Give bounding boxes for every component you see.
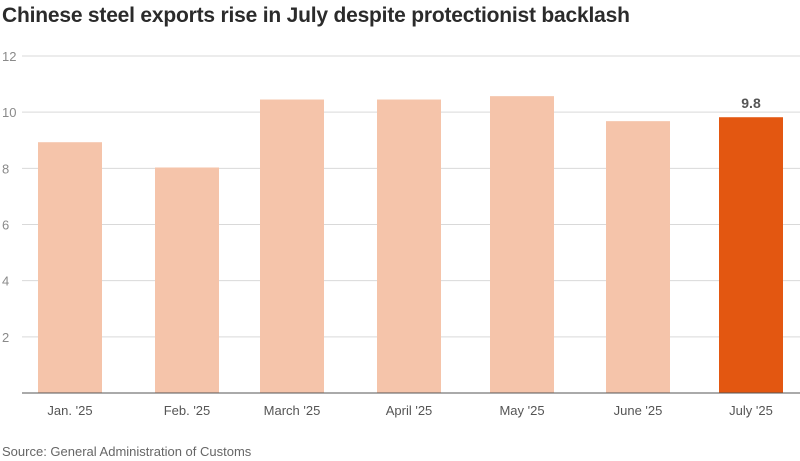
y-tick-label: 6 <box>2 218 9 233</box>
bar-0 <box>38 142 102 393</box>
y-tick-label: 2 <box>2 330 9 345</box>
y-tick-label: 4 <box>2 274 9 289</box>
data-label: 9.8 <box>741 95 761 111</box>
y-tick-label: 8 <box>2 161 9 176</box>
bar-5 <box>606 121 670 394</box>
chart-title: Chinese steel exports rise in July despi… <box>2 4 630 27</box>
x-tick-label: June '25 <box>614 403 663 418</box>
bar-1 <box>155 167 219 393</box>
x-tick-label: Jan. '25 <box>47 403 92 418</box>
bar-3 <box>377 99 441 393</box>
bar-2 <box>260 99 324 393</box>
x-tick-label: May '25 <box>499 403 544 418</box>
x-tick-label: April '25 <box>386 403 433 418</box>
x-tick-label: March '25 <box>264 403 321 418</box>
y-tick-label: 12 <box>2 49 16 64</box>
x-tick-label: July '25 <box>729 403 773 418</box>
source-note: Source: General Administration of Custom… <box>2 444 252 459</box>
bar-4 <box>490 96 554 393</box>
x-tick-label: Feb. '25 <box>164 403 211 418</box>
y-tick-label: 10 <box>2 105 16 120</box>
bar-6 <box>719 117 783 393</box>
